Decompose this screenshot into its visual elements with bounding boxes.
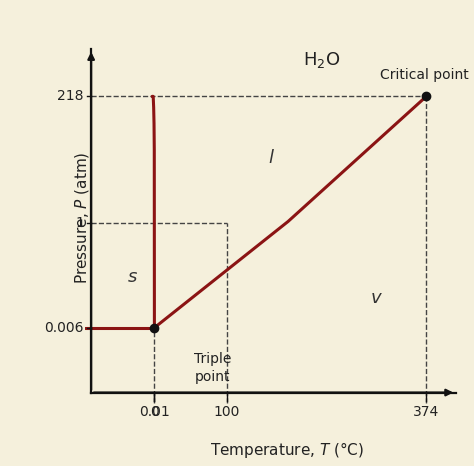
Text: H$_2$O: H$_2$O bbox=[303, 49, 340, 69]
Text: 218: 218 bbox=[57, 89, 84, 103]
Text: Triple
point: Triple point bbox=[194, 352, 232, 384]
Text: 100: 100 bbox=[214, 405, 240, 419]
Text: 0.01: 0.01 bbox=[139, 405, 170, 419]
Text: s: s bbox=[128, 268, 137, 286]
Text: v: v bbox=[371, 289, 382, 307]
Text: Pressure, $P$ (atm): Pressure, $P$ (atm) bbox=[73, 151, 91, 283]
Text: 0.006: 0.006 bbox=[45, 321, 84, 335]
Text: Temperature, $T$ (°C): Temperature, $T$ (°C) bbox=[210, 440, 364, 460]
Text: 1: 1 bbox=[75, 216, 84, 230]
Text: 374: 374 bbox=[413, 405, 439, 419]
Text: l: l bbox=[268, 149, 273, 167]
Text: 0: 0 bbox=[150, 405, 159, 419]
Text: Critical point: Critical point bbox=[380, 69, 468, 82]
